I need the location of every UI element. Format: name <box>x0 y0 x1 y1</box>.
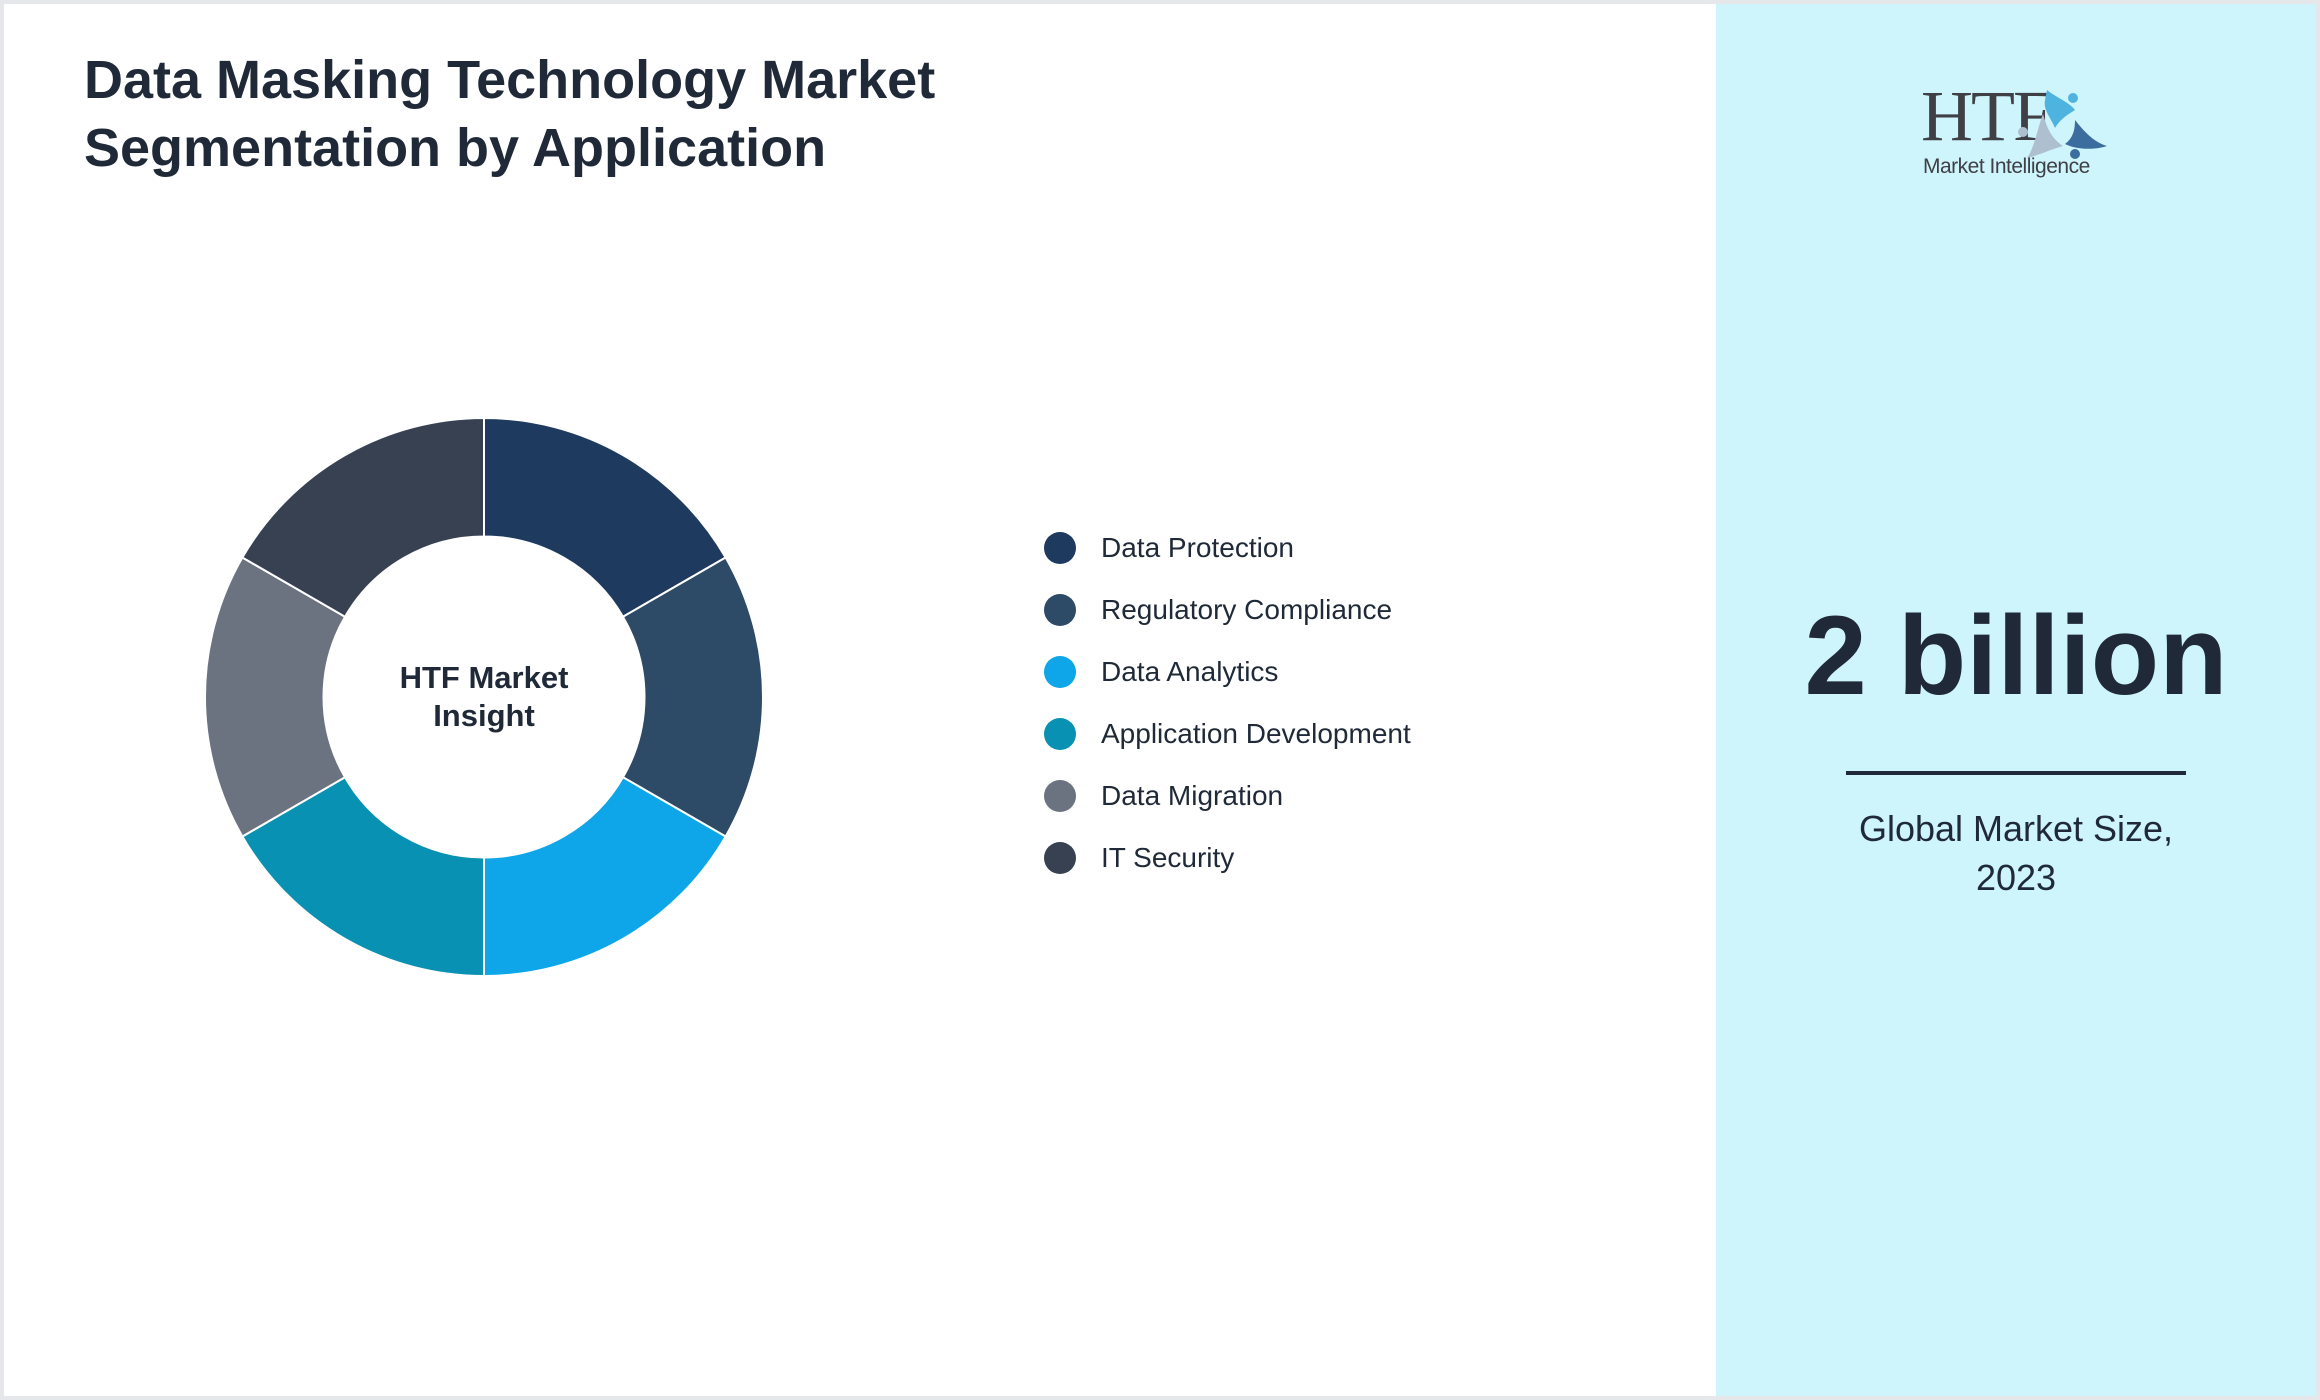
donut-svg <box>204 416 764 978</box>
legend-label: Data Analytics <box>1101 656 1279 687</box>
metric-divider <box>1846 771 2186 775</box>
legend-dot-icon <box>1044 656 1076 688</box>
legend-dot-icon <box>1044 718 1076 750</box>
chart-legend: Data Protection Regulatory Compliance Da… <box>1044 517 1411 889</box>
legend-dot-icon <box>1044 842 1076 874</box>
legend-label: Regulatory Compliance <box>1101 594 1393 625</box>
donut-segment-data-analytics <box>483 775 727 978</box>
summary-sidebar: HTF Market Intelligence 2 billion Global… <box>1716 4 2316 1396</box>
logo-tagline: Market Intelligence <box>1923 155 2090 178</box>
legend-item: Data Protection <box>1044 517 1411 579</box>
legend-item: Regulatory Compliance <box>1044 579 1411 641</box>
page-frame: Data Masking Technology Market Segmentat… <box>4 4 2316 1396</box>
legend-dot-icon <box>1044 780 1076 812</box>
legend-item: IT Security <box>1044 827 1411 889</box>
legend-label: Data Protection <box>1101 532 1294 563</box>
legend-label: Data Migration <box>1101 780 1284 811</box>
legend-item: Application Development <box>1044 703 1411 765</box>
main-panel: Data Masking Technology Market Segmentat… <box>4 4 1716 1396</box>
market-size-value: 2 billion <box>1804 593 2228 718</box>
logo-wordmark: HTF <box>1921 76 2053 156</box>
logo-figures-icon <box>2018 90 2107 159</box>
donut-segment-application-development <box>241 775 485 978</box>
donut-segment-data-migration <box>204 556 347 838</box>
donut-segment-regulatory-compliance <box>621 556 764 838</box>
legend-dot-icon <box>1044 532 1076 564</box>
legend-label: IT Security <box>1101 842 1235 873</box>
legend-item: Data Analytics <box>1044 641 1411 703</box>
htf-logo: HTF Market Intelligence <box>1921 80 2111 180</box>
legend-item: Data Migration <box>1044 765 1411 827</box>
donut-segment-it-security <box>241 416 485 619</box>
market-size-caption: Global Market Size, 2023 <box>1858 808 2174 898</box>
donut-segment-data-protection <box>483 416 727 619</box>
page-title: Data Masking Technology Market Segmentat… <box>84 50 936 178</box>
donut-chart: HTF Market Insight <box>200 413 768 981</box>
legend-label: Application Development <box>1101 718 1411 749</box>
legend-dot-icon <box>1044 594 1076 626</box>
